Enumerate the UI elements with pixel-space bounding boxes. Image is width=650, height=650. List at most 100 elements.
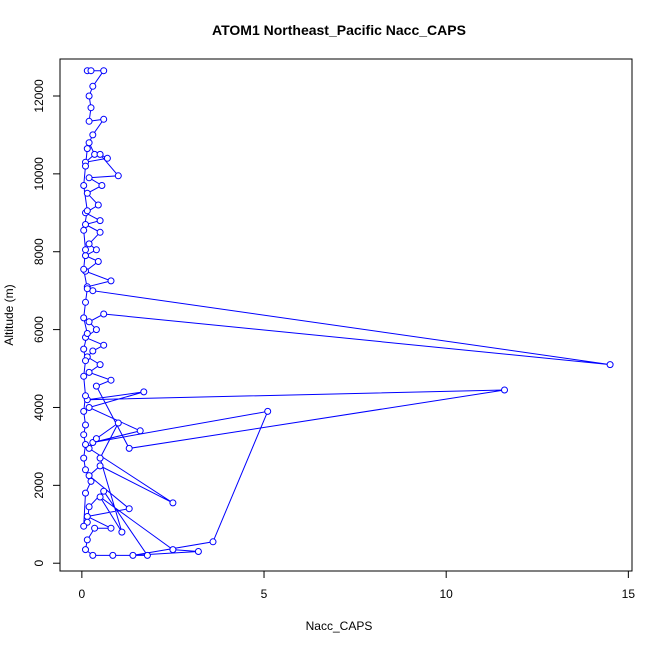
- data-point: [94, 201, 102, 209]
- data-point: [83, 513, 91, 520]
- data-point: [92, 435, 100, 443]
- series-line-path: [83, 70, 611, 556]
- plot-frame: [59, 58, 633, 572]
- data-point: [92, 382, 100, 390]
- data-point: [82, 221, 89, 228]
- data-point: [83, 145, 91, 153]
- data-point: [82, 252, 89, 260]
- data-point: [209, 538, 217, 546]
- data-point: [82, 246, 89, 254]
- data-point: [89, 82, 97, 90]
- data-point: [83, 207, 91, 215]
- data-point: [91, 524, 99, 532]
- data-point: [107, 524, 115, 532]
- data-point: [114, 172, 122, 180]
- data-point: [85, 139, 93, 147]
- data-point: [96, 361, 104, 369]
- data-point: [82, 298, 89, 306]
- data-point: [83, 330, 91, 337]
- data-point: [96, 217, 104, 225]
- data-point: [80, 226, 88, 234]
- data-point: [118, 528, 126, 536]
- data-point: [129, 551, 137, 559]
- series-line: [83, 70, 611, 556]
- data-point: [264, 407, 272, 415]
- data-point: [85, 240, 93, 248]
- data-point: [82, 489, 89, 497]
- data-point: [80, 372, 88, 380]
- data-point: [140, 388, 148, 396]
- x-tick-label: 15: [622, 587, 636, 601]
- data-point: [194, 548, 202, 555]
- data-point: [85, 472, 93, 480]
- data-point: [80, 345, 88, 353]
- data-point: [85, 117, 93, 125]
- x-tick-label: 10: [440, 587, 454, 601]
- data-point: [83, 536, 91, 544]
- data-point: [87, 477, 95, 485]
- x-axis-label: Nacc_CAPS: [306, 619, 373, 633]
- chart-title: ATOM1 Northeast_Pacific Nacc_CAPS: [212, 22, 466, 38]
- data-point: [87, 67, 95, 75]
- data-point: [96, 228, 104, 236]
- data-point: [100, 67, 108, 75]
- data-point: [92, 326, 100, 334]
- data-point: [96, 454, 104, 462]
- data-point: [169, 546, 177, 554]
- data-point: [96, 493, 104, 501]
- data-point: [103, 154, 111, 162]
- x-tick-label: 0: [79, 587, 86, 601]
- data-point: [125, 444, 133, 452]
- data-point: [87, 104, 95, 112]
- data-point: [114, 419, 122, 427]
- data-point: [83, 189, 91, 197]
- data-point: [100, 115, 108, 123]
- data-point: [82, 421, 89, 429]
- data-point: [169, 499, 177, 507]
- data-point: [80, 182, 88, 189]
- data-point: [100, 341, 108, 349]
- data-point: [96, 150, 104, 158]
- data-point: [85, 174, 93, 182]
- data-point: [82, 357, 89, 365]
- data-point: [136, 427, 144, 435]
- data-point: [85, 503, 93, 511]
- data-point: [94, 258, 102, 265]
- data-point: [82, 392, 89, 400]
- series-points: [80, 67, 614, 559]
- data-point: [606, 361, 614, 369]
- y-axis: 0 2000 4000 6000 8000 10000 12000: [32, 79, 61, 567]
- data-point: [109, 551, 117, 559]
- y-tick-label: 2000: [32, 472, 46, 499]
- y-tick-label: 12000: [32, 79, 46, 113]
- data-point: [83, 285, 91, 293]
- data-point: [80, 431, 88, 439]
- data-point: [80, 314, 88, 322]
- data-point: [89, 131, 97, 139]
- data-point: [80, 407, 88, 415]
- data-point: [100, 310, 108, 318]
- y-tick-label: 6000: [32, 316, 46, 343]
- y-axis-label: Altitude (m): [2, 284, 16, 345]
- data-point: [85, 318, 93, 326]
- y-tick-label: 0: [32, 560, 46, 567]
- data-point: [89, 347, 97, 355]
- y-tick-label: 8000: [32, 238, 46, 265]
- y-tick-label: 10000: [32, 157, 46, 191]
- data-point: [125, 505, 133, 513]
- data-point: [80, 265, 88, 273]
- data-point: [89, 551, 97, 559]
- data-point: [80, 454, 88, 462]
- data-point: [100, 487, 108, 495]
- data-point: [82, 162, 89, 170]
- data-point: [143, 551, 151, 559]
- data-point: [82, 466, 89, 474]
- data-point: [107, 376, 115, 384]
- x-axis: 0 5 10 15: [79, 570, 636, 601]
- data-point: [82, 441, 89, 448]
- x-tick-label: 5: [261, 587, 268, 601]
- data-point: [98, 182, 106, 189]
- data-point: [96, 462, 104, 470]
- data-point: [85, 368, 93, 376]
